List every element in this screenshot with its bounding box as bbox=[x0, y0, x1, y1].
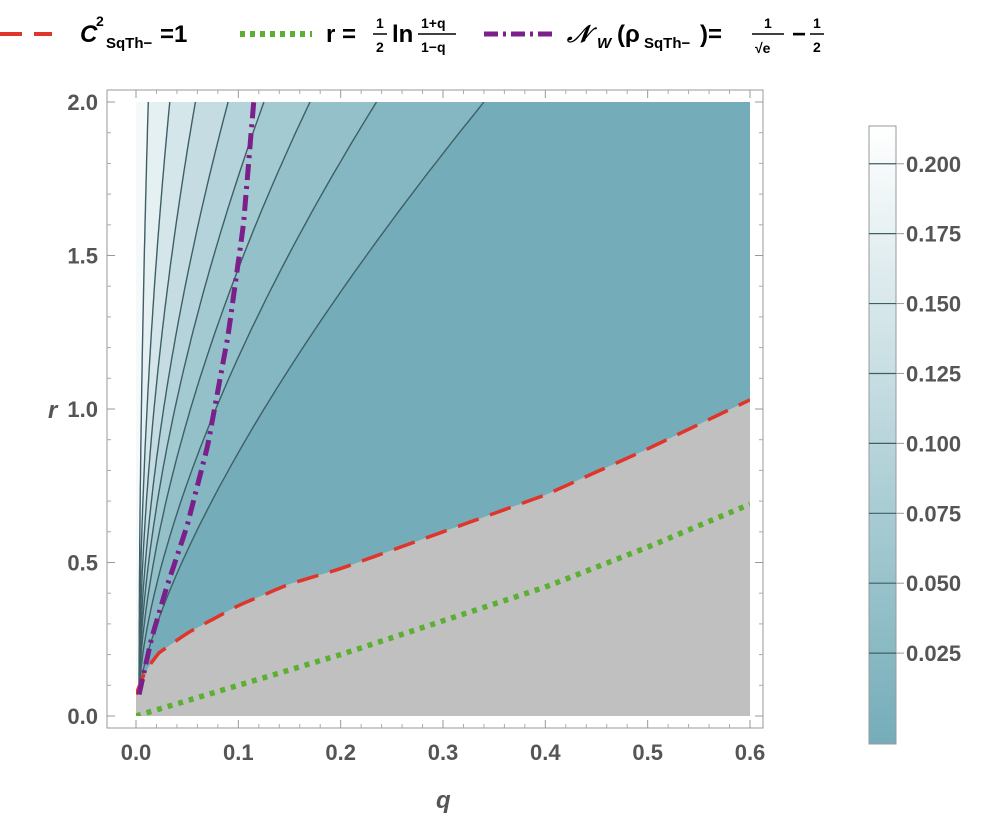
legend-label-linear-den: 1−q bbox=[421, 39, 446, 55]
excluded-region bbox=[136, 399, 750, 716]
x-tick-label: 0.1 bbox=[223, 740, 254, 765]
legend-label-nw-open: (ρ bbox=[617, 21, 640, 48]
contour-line bbox=[138, 102, 485, 686]
y-tick-label: 1.0 bbox=[67, 397, 98, 422]
legend-label-nw-den1: √e bbox=[755, 40, 771, 56]
legend-label-nw: 𝒩 bbox=[566, 21, 598, 48]
x-tick-label: 0.3 bbox=[428, 740, 459, 765]
legend-label-boundary-sup: 2 bbox=[96, 13, 104, 29]
y-axis-label: r bbox=[48, 397, 59, 424]
contour-line bbox=[138, 102, 197, 686]
colorbar-tick-label: 0.050 bbox=[906, 571, 961, 596]
y-tick-label: 2.0 bbox=[67, 90, 98, 115]
legend-label-nw-num1: 1 bbox=[764, 15, 772, 31]
x-tick-label: 0.4 bbox=[530, 740, 561, 765]
legend-label-linear-num: 1+q bbox=[421, 15, 446, 31]
legend-label-linear: r = bbox=[326, 21, 356, 48]
colorbar-scale bbox=[868, 125, 897, 745]
series-line-nw bbox=[136, 102, 257, 696]
colorbar-tick-label: 0.150 bbox=[906, 292, 961, 317]
contour-line bbox=[138, 102, 265, 686]
legend-label-nw-den2: 2 bbox=[813, 39, 821, 55]
legend-label-nw-w: W bbox=[597, 35, 613, 52]
x-tick-label: 0.2 bbox=[325, 740, 356, 765]
legend-label-linear-half-num: 1 bbox=[376, 15, 384, 31]
axis-ticks: 0.0 0.1 0.2 0.3 0.4 0.5 0.6 0.0 0.5 1.0 1.5 2.0 bbox=[67, 90, 765, 765]
colorbar: 0.200 0.175 0.150 0.125 0.100 0.075 0.050 0.025 bbox=[868, 125, 961, 745]
colorbar-tick-label: 0.075 bbox=[906, 501, 961, 526]
legend-label-nw-sub: SqTh− bbox=[644, 35, 690, 52]
contour-line bbox=[138, 102, 311, 686]
legend-label-boundary-sub: SqTh− bbox=[106, 35, 152, 52]
contour-line bbox=[138, 102, 149, 686]
legend-label-boundary: C bbox=[80, 21, 98, 48]
legend-label-boundary-rest: =1 bbox=[160, 21, 187, 48]
contour-line bbox=[138, 102, 378, 686]
legend: C 2 SqTh− =1 r = 1 2 ln 1+q 1−q 𝒩 W (ρ S… bbox=[0, 13, 824, 56]
series-line-boundary bbox=[136, 398, 750, 696]
y-tick-label: 1.5 bbox=[67, 244, 98, 269]
x-tick-label: 0.5 bbox=[632, 740, 663, 765]
legend-label-nw-num2: 1 bbox=[813, 15, 821, 31]
x-axis-label: q bbox=[436, 787, 451, 814]
colorbar-tick-label: 0.100 bbox=[906, 431, 961, 456]
legend-label-linear-half-den: 2 bbox=[376, 39, 384, 55]
x-tick-label: 0.6 bbox=[735, 740, 766, 765]
legend-label-linear-ln: ln bbox=[392, 21, 413, 48]
x-tick-label: 0.0 bbox=[121, 740, 152, 765]
colorbar-tick-label: 0.125 bbox=[906, 361, 961, 386]
series-lines bbox=[136, 102, 750, 716]
contour-line bbox=[138, 102, 171, 686]
colorbar-tick-label: 0.175 bbox=[906, 222, 961, 247]
series-line-linear bbox=[136, 501, 750, 716]
legend-label-nw-minus: − bbox=[792, 21, 806, 48]
colorbar-tick-label: 0.200 bbox=[906, 152, 961, 177]
y-tick-label: 0.5 bbox=[67, 551, 98, 576]
colorbar-tick-label: 0.025 bbox=[906, 641, 961, 666]
legend-label-nw-close: )= bbox=[700, 21, 722, 48]
y-tick-label: 0.0 bbox=[67, 704, 98, 729]
contour-line bbox=[138, 102, 229, 686]
colorbar-ticks: 0.200 0.175 0.150 0.125 0.100 0.075 0.050 0.025 bbox=[869, 152, 961, 666]
plot-area: 0.0 0.1 0.2 0.3 0.4 0.5 0.6 0.0 0.5 1.0 1.5 2.0 bbox=[67, 89, 765, 765]
